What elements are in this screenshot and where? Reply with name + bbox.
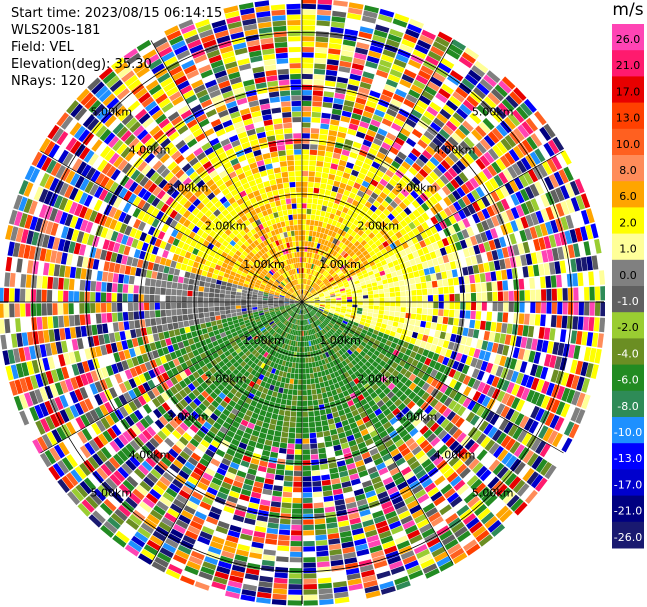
ring-label: 3.00km [167, 182, 209, 195]
colorbar-tick-label: 10.0 [616, 138, 641, 151]
colorbar-tick-label: 21.0 [616, 59, 641, 72]
colorbar-tick-label: 0.0 [619, 269, 637, 282]
ring-labels: 1.00km 1.00km 1.00km 1.00km 2.00km 2.00km 2.00… [91, 105, 514, 499]
ring-label: 4.00km [129, 449, 171, 462]
colorbar-tick-label: -6.0 [617, 374, 638, 387]
ring-label: 1.00km [319, 258, 361, 271]
ppi-plot: 1.00km 1.00km 1.00km 1.00km 2.00km 2.00km 2.00… [0, 0, 605, 606]
colorbar: 26.0 21.0 17.0 13.0 10.0 8.0 6.0 2.0 1.0 0.0 -1.0 -… [612, 24, 644, 570]
colorbar-tick-label: -17.0 [614, 478, 642, 491]
ring-label: 5.00km [472, 105, 514, 118]
colorbar-segment [612, 521, 644, 549]
ring-label: 3.00km [396, 182, 438, 195]
ring-label: 5.00km [91, 487, 133, 500]
field-label: Field: VEL [11, 40, 74, 55]
ring-label: 4.00km [129, 144, 171, 157]
colorbar-segment [612, 76, 644, 104]
azimuth-spoke [150, 40, 303, 303]
instrument-label: WLS200s-181 [11, 23, 101, 38]
azimuth-spoke [150, 301, 303, 564]
colorbar-segment [612, 24, 644, 51]
colorbar-tick-label: -10.0 [614, 426, 642, 439]
colorbar-tick-label: -21.0 [614, 505, 642, 518]
colorbar-tick-label: 13.0 [616, 112, 641, 125]
ring-label: 3.00km [396, 410, 438, 423]
colorbar-segment [612, 364, 644, 392]
colorbar-segment [612, 417, 644, 444]
colorbar-tick-label: 1.0 [619, 243, 637, 256]
azimuth-spoke [40, 150, 303, 303]
colorbar-tick-label: -2.0 [617, 321, 638, 334]
colorbar-segment [612, 286, 644, 313]
azimuth-spoke [301, 301, 564, 454]
azimuth-spokes [0, 0, 604, 604]
colorbar-segment [612, 128, 644, 156]
ring-label: 1.00km [243, 334, 285, 347]
colorbar-tick-label: 17.0 [616, 85, 641, 98]
colorbar-tick-label: 8.0 [619, 164, 637, 177]
ring-label: 2.00km [358, 220, 400, 233]
colorbar-tick-label: -26.0 [614, 531, 642, 544]
ring-label: 3.00km [167, 410, 209, 423]
azimuth-spoke [301, 150, 564, 303]
colorbar-segment [612, 207, 644, 235]
azimuth-spoke [40, 301, 303, 454]
ring-label: 2.00km [205, 372, 247, 385]
ring-label: 2.00km [358, 372, 400, 385]
colorbar-tick-label: -1.0 [617, 295, 638, 308]
ring-label: 1.00km [243, 258, 285, 271]
start-time-label: Start time: 2023/08/15 06:14:15 [11, 6, 223, 21]
colorbar-segment [612, 259, 644, 287]
outer-ticks [0, 0, 604, 604]
colorbar-tick-label: 26.0 [616, 33, 641, 46]
colorbar-segment [612, 50, 644, 77]
azimuth-spoke [301, 40, 454, 303]
colorbar-segment [612, 181, 644, 208]
colorbar-segment [612, 443, 644, 470]
colorbar-segment [612, 390, 644, 418]
ring-label: 5.00km [91, 105, 133, 118]
colorbar-tick-label: -13.0 [614, 452, 642, 465]
colorbar-tick-label: 2.0 [619, 216, 637, 229]
colorbar-segment [612, 469, 644, 497]
ring-label: 4.00km [434, 144, 476, 157]
ring-label: 4.00km [434, 449, 476, 462]
ring-label: 1.00km [319, 334, 361, 347]
colorbar-tick-label: -8.0 [617, 400, 638, 413]
elevation-label: Elevation(deg): 35.30 [11, 57, 152, 72]
colorbar-segment [612, 495, 644, 523]
ring-label: 5.00km [472, 487, 514, 500]
colorbar-segment [612, 155, 644, 182]
colorbar-tick-label: -30.0 [614, 557, 642, 570]
colorbar-segment [612, 233, 644, 261]
velocity-cells [0, 0, 605, 606]
colorbar-segment [612, 338, 644, 366]
colorbar-tick-label: 6.0 [619, 190, 637, 203]
colorbar-tick-label: -4.0 [617, 347, 638, 360]
colorbar-title: m/s [612, 0, 644, 20]
plot-info: Start time: 2023/08/15 06:14:15 WLS200s-… [11, 5, 222, 90]
colorbar-segment [612, 102, 644, 130]
ring-label: 2.00km [205, 220, 247, 233]
azimuth-spoke [301, 301, 454, 564]
colorbar-segment [612, 312, 644, 339]
nrays-label: NRays: 120 [11, 74, 86, 89]
